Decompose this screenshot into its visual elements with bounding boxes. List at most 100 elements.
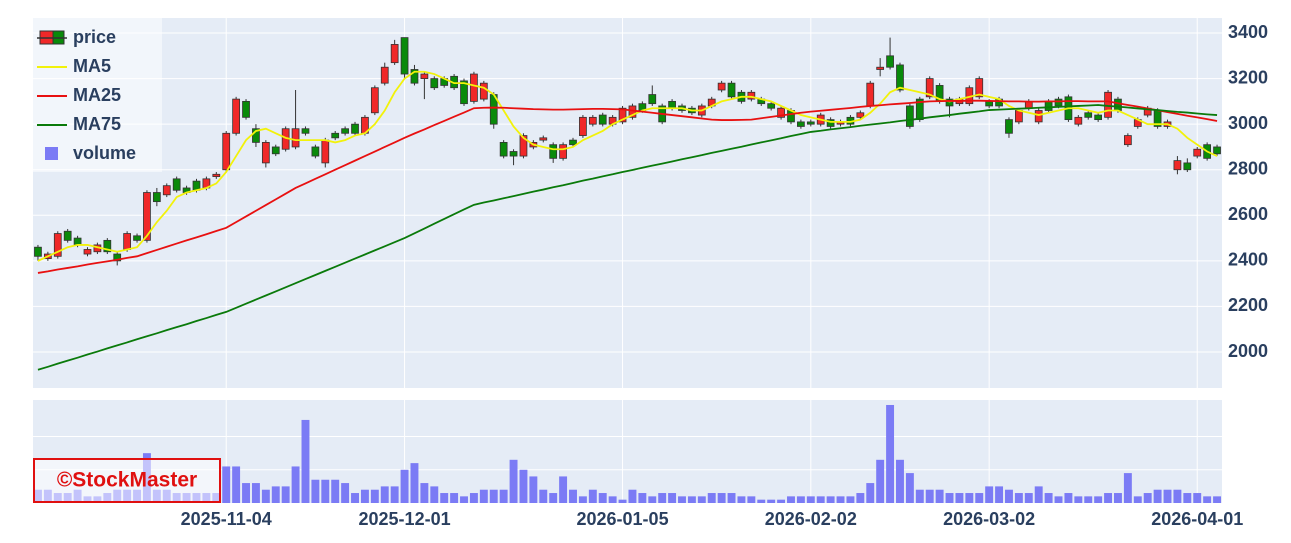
volume-bar: [251, 483, 260, 503]
volume-bar: [717, 493, 726, 503]
candle-body: [261, 141, 270, 164]
candle-body: [34, 246, 42, 257]
volume-bar: [222, 466, 231, 503]
x-tick-label: 2026-01-05: [577, 509, 669, 529]
volume-bar: [995, 486, 1004, 503]
legend-swatch: [45, 147, 58, 160]
candle-body: [143, 192, 151, 241]
candle-body: [123, 233, 131, 250]
volume-bar: [380, 486, 389, 503]
candle-body: [549, 144, 558, 159]
candle-body: [1193, 148, 1202, 157]
volume-bar: [370, 489, 379, 503]
y-tick-label: 3000: [1228, 113, 1268, 133]
volume-bar: [727, 493, 736, 503]
candle-body: [172, 178, 181, 191]
volume-bar: [440, 493, 449, 503]
ma-line: [37, 70, 1218, 262]
candle-body: [717, 82, 726, 91]
volume-bar: [1104, 493, 1113, 503]
volume-bar: [945, 493, 954, 503]
x-tick-label: 2025-12-01: [359, 509, 451, 529]
candle-body: [1114, 98, 1122, 111]
candle-body: [559, 144, 567, 159]
legend-label: price: [73, 27, 116, 47]
candle-body: [410, 69, 419, 84]
volume-bar: [687, 496, 696, 503]
y-tick-label: 2600: [1228, 204, 1268, 224]
volume-bar: [479, 489, 488, 503]
x-tick-label: 2026-03-02: [943, 509, 1035, 529]
candle-body: [985, 100, 994, 107]
candle-body: [598, 114, 607, 125]
volume-bar: [985, 486, 994, 503]
candle-body: [777, 107, 785, 118]
candle-body: [1124, 135, 1132, 146]
candle-body: [499, 141, 508, 157]
volume-bar: [489, 489, 498, 503]
candle-body: [390, 44, 399, 64]
candle-body: [569, 139, 577, 146]
candle-body: [876, 66, 885, 70]
volume-bar: [1034, 486, 1043, 503]
volume-bar: [1024, 493, 1033, 503]
candle-body: [1054, 98, 1063, 107]
volume-bar: [876, 459, 885, 503]
candle-body: [618, 107, 627, 123]
volume-bar: [757, 499, 766, 503]
volume-bar: [271, 486, 280, 503]
volume-bar: [896, 459, 904, 503]
candle-body: [806, 121, 815, 125]
volume-bar: [242, 483, 250, 503]
candle-body: [1094, 114, 1103, 121]
volume-bar: [905, 473, 914, 503]
volume-bar: [1094, 496, 1103, 503]
x-tick-label: 2026-04-01: [1151, 509, 1243, 529]
candle-body: [341, 128, 349, 134]
candle-body: [212, 173, 221, 177]
volume-bar: [955, 493, 964, 503]
candle-body: [1173, 160, 1182, 171]
watermark-box: [33, 458, 221, 503]
candle-body: [1104, 91, 1112, 118]
volume-bar: [301, 419, 310, 503]
legend-label: volume: [73, 143, 136, 163]
candle-body: [579, 116, 587, 136]
candle-body: [1005, 119, 1013, 134]
volume-bar: [351, 493, 359, 503]
candle-body: [380, 66, 389, 84]
volume-bar: [291, 466, 300, 503]
candle-body: [539, 137, 548, 141]
volume-bar: [1163, 489, 1172, 503]
legend-label: MA25: [73, 85, 121, 105]
candle-body: [311, 146, 320, 157]
legend-label: MA75: [73, 114, 121, 134]
volume-bar: [281, 486, 290, 503]
x-tick-label: 2025-11-04: [181, 509, 272, 529]
volume-bar: [1054, 496, 1063, 503]
candle-body: [63, 230, 72, 241]
price-plot-area: [33, 18, 1222, 388]
volume-bar: [1213, 496, 1222, 503]
volume-bar: [1133, 496, 1142, 503]
volume-bar: [578, 496, 587, 503]
volume-bar: [787, 496, 795, 503]
volume-bar: [747, 496, 756, 503]
candle-body: [1213, 146, 1221, 155]
volume-bar: [509, 459, 518, 503]
volume-bar: [529, 476, 538, 503]
candle-body: [232, 98, 240, 134]
volume-bar: [588, 489, 597, 503]
volume-bar: [410, 463, 419, 503]
candle-body: [1183, 162, 1192, 171]
volume-bar: [598, 493, 607, 503]
candle-body: [133, 235, 141, 241]
y-tick-label: 3400: [1228, 22, 1268, 42]
volume-bar: [460, 496, 468, 503]
volume-bar: [648, 496, 657, 503]
volume-bar: [856, 493, 865, 503]
legend-label: MA5: [73, 56, 111, 76]
volume-bar: [836, 496, 845, 503]
candle-body: [479, 82, 488, 100]
candle-body: [975, 78, 984, 98]
